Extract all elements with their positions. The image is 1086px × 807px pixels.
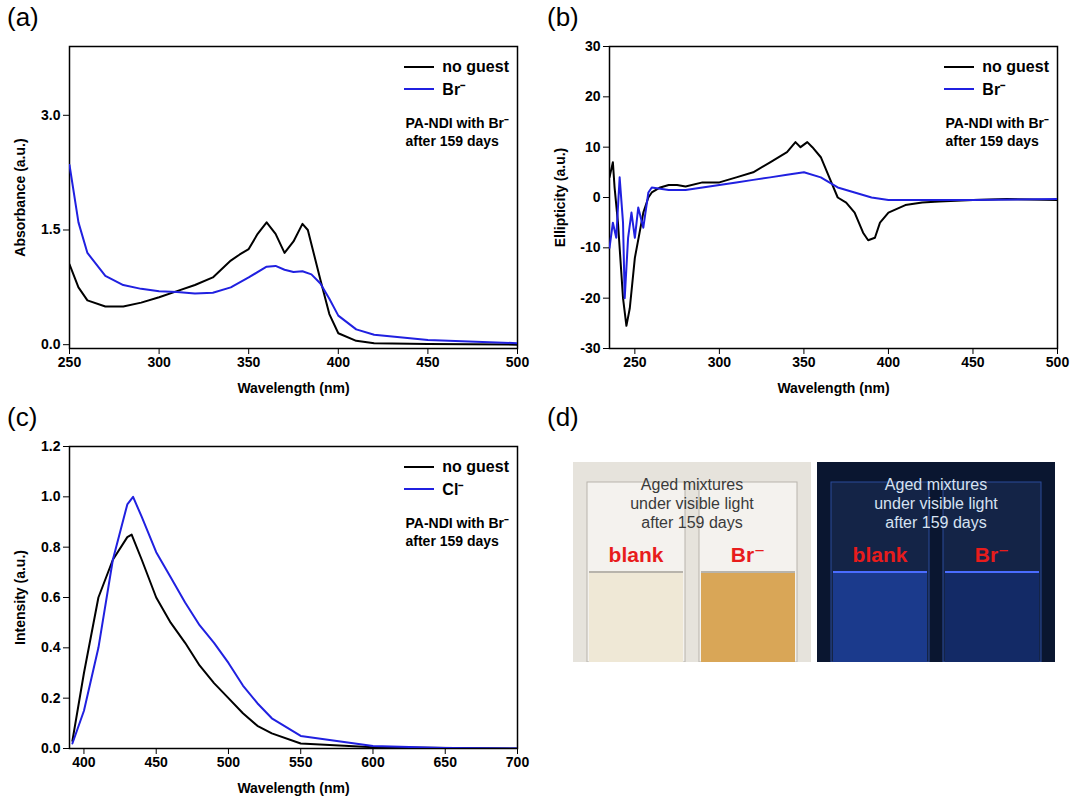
- svg-text:250: 250: [58, 354, 82, 370]
- svg-text:after 159 days: after 159 days: [885, 514, 986, 531]
- html-text:(b): (b): [547, 2, 579, 32]
- svg-text:-10: -10: [580, 239, 600, 255]
- html-text:Br⁻: Br⁻: [442, 81, 466, 98]
- svg-text:10: 10: [585, 139, 601, 155]
- svg-text:Absorbance (a.u.): Absorbance (a.u.): [12, 138, 28, 256]
- html-text:no guest: no guest: [982, 58, 1049, 75]
- svg-text:0.4: 0.4: [41, 639, 61, 655]
- html-text:no guest: no guest: [442, 58, 509, 75]
- svg-text:-20: -20: [580, 290, 600, 306]
- svg-text:Ellipticity (a.u.): Ellipticity (a.u.): [552, 148, 568, 248]
- svg-text:Aged mixtures: Aged mixtures: [885, 476, 987, 493]
- html-text:(a): (a): [7, 2, 39, 32]
- svg-text:3.0: 3.0: [41, 107, 61, 123]
- svg-text:20: 20: [585, 88, 601, 104]
- svg-text:500: 500: [1046, 354, 1070, 370]
- svg-text:1.2: 1.2: [41, 438, 61, 454]
- svg-text:1.0: 1.0: [41, 488, 61, 504]
- svg-text:250: 250: [623, 354, 647, 370]
- svg-text:blank: blank: [609, 543, 664, 566]
- svg-text:0.0: 0.0: [41, 336, 61, 352]
- svg-text:30: 30: [585, 38, 601, 54]
- svg-text:after 159 days: after 159 days: [641, 514, 742, 531]
- svg-text:400: 400: [327, 354, 351, 370]
- html-text:PA-NDI with Br⁻: PA-NDI with Br⁻: [405, 115, 509, 131]
- svg-text:500: 500: [217, 754, 241, 770]
- svg-text:1.5: 1.5: [41, 221, 61, 237]
- svg-text:400: 400: [72, 754, 96, 770]
- svg-text:under visible light: under visible light: [630, 495, 754, 512]
- svg-text:300: 300: [147, 354, 171, 370]
- svg-text:450: 450: [961, 354, 985, 370]
- svg-text:Intensity (a.u.): Intensity (a.u.): [12, 550, 28, 645]
- svg-text:0.0: 0.0: [41, 740, 61, 756]
- html-text:PA-NDI with Br⁻: PA-NDI with Br⁻: [945, 115, 1049, 131]
- svg-text:0.2: 0.2: [41, 690, 61, 706]
- svg-text:blank: blank: [853, 543, 908, 566]
- svg-text:350: 350: [792, 354, 816, 370]
- svg-text:600: 600: [361, 754, 385, 770]
- svg-text:700: 700: [506, 754, 530, 770]
- html-text:(d): (d): [547, 402, 579, 432]
- svg-text:0.6: 0.6: [41, 589, 61, 605]
- svg-text:Br⁻: Br⁻: [975, 543, 1009, 566]
- svg-text:Br⁻: Br⁻: [731, 543, 765, 566]
- html-text:(c): (c): [7, 402, 38, 432]
- svg-text:450: 450: [416, 354, 440, 370]
- svg-text:500: 500: [506, 354, 530, 370]
- svg-text:400: 400: [877, 354, 901, 370]
- html-text:after 159 days: after 159 days: [945, 133, 1039, 149]
- svg-text:Wavelength (nm): Wavelength (nm): [237, 780, 349, 796]
- svg-text:-30: -30: [580, 340, 600, 356]
- svg-text:650: 650: [434, 754, 458, 770]
- svg-text:Wavelength (nm): Wavelength (nm): [777, 380, 889, 396]
- svg-text:under visible light: under visible light: [874, 495, 998, 512]
- svg-text:550: 550: [289, 754, 313, 770]
- html-text:no guest: no guest: [442, 458, 509, 475]
- svg-text:Wavelength (nm): Wavelength (nm): [237, 380, 349, 396]
- html-text:PA-NDI with Br⁻: PA-NDI with Br⁻: [405, 515, 509, 531]
- svg-text:0.8: 0.8: [41, 539, 61, 555]
- svg-text:450: 450: [145, 754, 169, 770]
- html-text:after 159 days: after 159 days: [405, 533, 499, 549]
- html-text:Cl⁻: Cl⁻: [442, 481, 464, 498]
- svg-text:0: 0: [593, 189, 601, 205]
- html-text:after 159 days: after 159 days: [405, 133, 499, 149]
- svg-text:Aged mixtures: Aged mixtures: [641, 476, 743, 493]
- svg-text:350: 350: [237, 354, 261, 370]
- svg-text:300: 300: [708, 354, 732, 370]
- html-text:Br⁻: Br⁻: [982, 81, 1006, 98]
